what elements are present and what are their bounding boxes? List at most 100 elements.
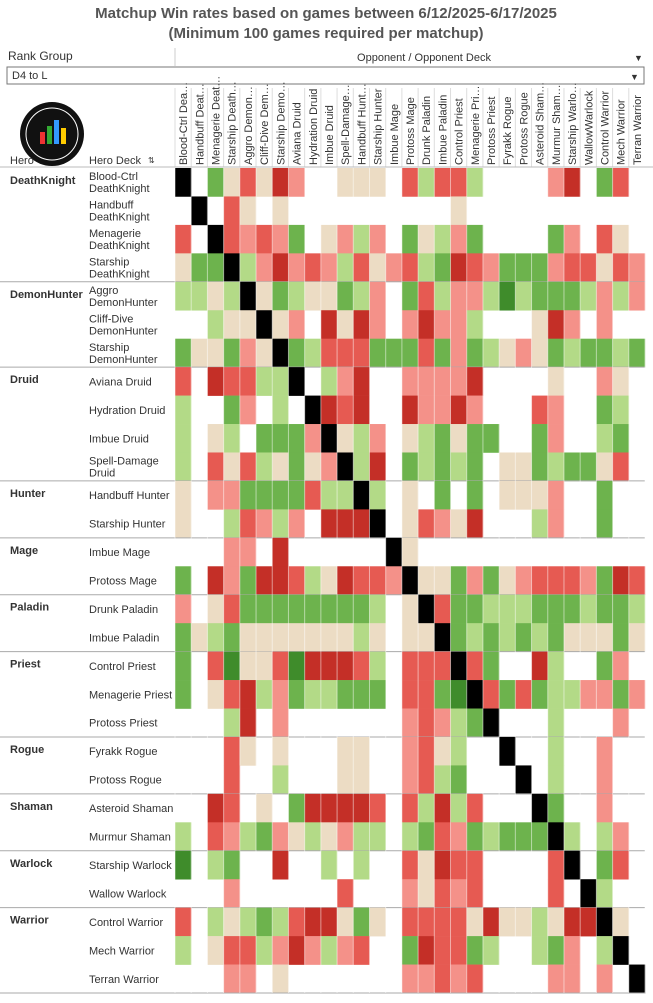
- column-label: WallowWarlock: [583, 90, 595, 165]
- column-label: Menagerie Deat…: [211, 76, 223, 165]
- matchup-cell: [434, 708, 451, 738]
- matchup-cell: [628, 566, 646, 596]
- matchup-cell: [304, 281, 322, 311]
- dropdown-arrow: ▼: [630, 72, 639, 82]
- matchup-cell: [434, 680, 451, 709]
- matchup-cell: [369, 480, 386, 510]
- deck-label: Protoss Rogue: [89, 775, 162, 787]
- matchup-cell: [515, 822, 532, 852]
- matchup-cell: [191, 623, 208, 652]
- matchup-cell: [531, 424, 549, 453]
- matchup-cell: [612, 367, 630, 396]
- matchup-cell: [337, 736, 354, 766]
- matchup-cell: [466, 224, 484, 254]
- matchup-cell: [256, 822, 273, 852]
- matchup-cell: [547, 822, 565, 852]
- matchup-cell: [256, 480, 273, 510]
- matchup-cell: [450, 196, 468, 226]
- matchup-cell: [272, 452, 289, 482]
- matchup-cell: [272, 537, 289, 567]
- matchup-cell: [482, 594, 500, 624]
- matchup-cell: [612, 224, 630, 254]
- matchup-cell: [434, 395, 451, 425]
- matchup-cell: [239, 168, 257, 197]
- matchup-cell: [515, 566, 532, 596]
- matchup-cell: [239, 566, 257, 596]
- matchup-cell: [580, 566, 597, 596]
- matchup-cell: [320, 281, 338, 311]
- matchup-cell: [272, 736, 289, 766]
- matchup-cell: [434, 452, 451, 482]
- matchup-cell: [207, 253, 224, 283]
- matchup-cell: [401, 367, 419, 396]
- matchup-cell: [466, 793, 484, 823]
- matchup-cell: [418, 509, 435, 539]
- matchup-cell: [596, 424, 613, 453]
- matchup-cell: [239, 594, 257, 624]
- matchup-cell: [450, 822, 468, 852]
- matchup-cell: [547, 224, 565, 254]
- matchup-cell: [531, 310, 549, 339]
- matchup-cell: [418, 395, 435, 425]
- hero-name: DeathKnight: [10, 175, 76, 187]
- matchup-cell: [531, 281, 549, 311]
- matchup-cell: [337, 822, 354, 852]
- filter-label: Rank Group: [8, 49, 73, 63]
- matchup-cell: [175, 566, 192, 596]
- matchup-cell: [418, 623, 435, 652]
- matchup-cell: [272, 367, 289, 396]
- matchup-cell: [304, 452, 322, 482]
- matchup-cell: [434, 566, 451, 596]
- matchup-cell: [304, 395, 322, 425]
- matchup-cell: [223, 964, 241, 994]
- matchup-cell: [547, 338, 565, 368]
- matchup-cell: [418, 736, 435, 766]
- matchup-cell: [369, 566, 386, 596]
- matchup-cell: [256, 651, 273, 681]
- deck-label: Asteroid Shaman: [89, 803, 173, 815]
- matchup-cell: [563, 936, 581, 965]
- matchup-cell: [353, 253, 370, 283]
- matchup-cell: [337, 623, 354, 652]
- matchup-cell: [434, 793, 451, 823]
- matchup-cell: [531, 395, 549, 425]
- column-label: Terran Warrior: [632, 95, 644, 165]
- matchup-cell: [580, 594, 597, 624]
- matchup-cell: [499, 253, 516, 283]
- matchup-cell: [353, 338, 370, 368]
- matchup-cell: [563, 623, 581, 652]
- filter-dropdown[interactable]: [6, 66, 645, 85]
- column-menu-icon[interactable]: ▼: [634, 53, 643, 63]
- matchup-cell: [499, 594, 516, 624]
- matchup-cell: [450, 566, 468, 596]
- matchup-cell: [596, 367, 613, 396]
- sort-icon[interactable]: ⇅: [148, 156, 155, 165]
- matchup-cell: [353, 168, 370, 197]
- matchup-cell: [401, 424, 419, 453]
- matchup-cell: [547, 509, 565, 539]
- column-label: Protoss Mage: [405, 97, 417, 165]
- deck-label: Control Warrior: [89, 917, 163, 929]
- matchup-cell: [353, 566, 370, 596]
- matchup-cell: [320, 623, 338, 652]
- matchup-cell: [401, 537, 419, 567]
- matchup-cell: [353, 651, 370, 681]
- hero-name: Paladin: [10, 602, 49, 614]
- matchup-cell: [418, 168, 435, 197]
- matchup-cell: [596, 594, 613, 624]
- matchup-cell: [434, 907, 451, 937]
- matchup-cell: [288, 936, 305, 965]
- column-label: Hydration Druid: [308, 89, 320, 165]
- matchup-cell: [450, 765, 468, 795]
- matchup-cell: [563, 281, 581, 311]
- deck-label: Imbue Paladin: [89, 632, 159, 644]
- matchup-cell: [385, 253, 403, 283]
- matchup-cell: [434, 281, 451, 311]
- matchup-cell: [612, 168, 630, 197]
- column-label: Handbuff Deat…: [194, 83, 206, 165]
- matchup-cell: [596, 338, 613, 368]
- column-label: Protoss Priest: [486, 97, 498, 165]
- column-label: Cliff-Dive Dem…: [259, 83, 271, 165]
- matchup-cell: [596, 907, 613, 937]
- matchup-cell: [547, 310, 565, 339]
